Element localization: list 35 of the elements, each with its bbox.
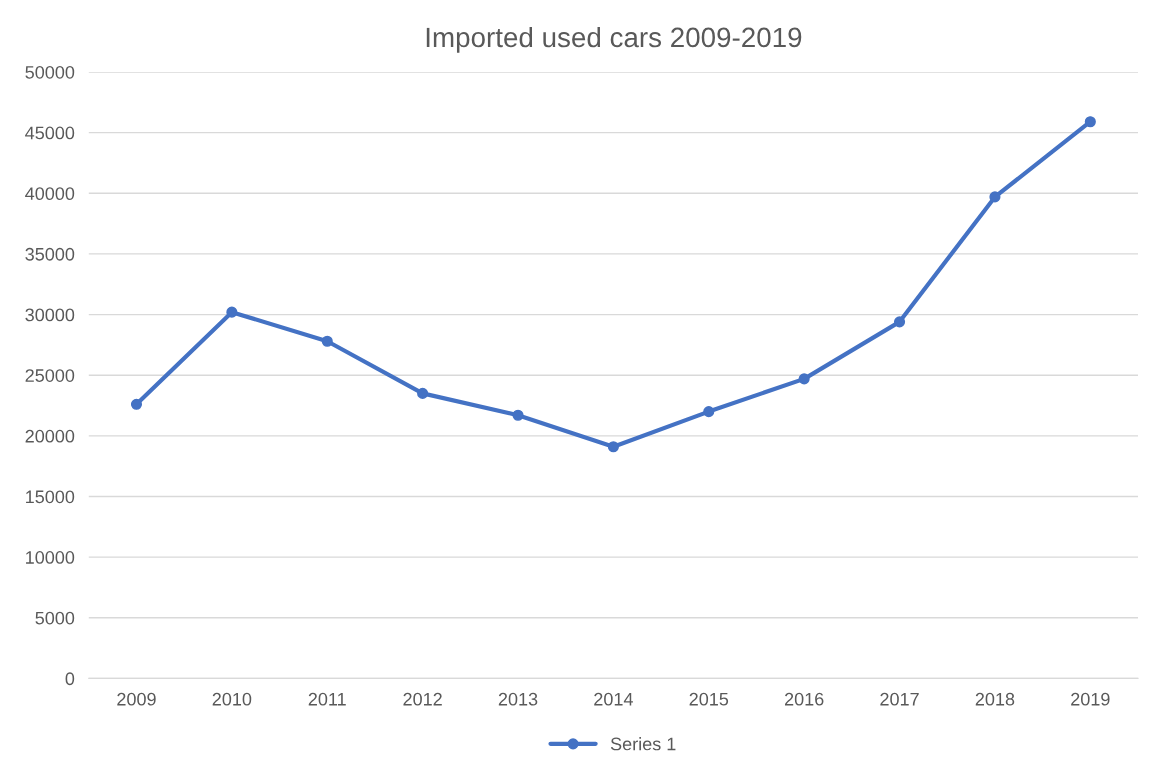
x-tick-label: 2017 xyxy=(880,692,919,706)
y-tick-label: 45000 xyxy=(25,126,75,140)
chart-title: Imported used cars 2009-2019 xyxy=(426,26,802,53)
y-tick-label: 35000 xyxy=(25,247,75,261)
x-tick-label: 2018 xyxy=(975,692,1015,706)
x-tick-label: 2011 xyxy=(308,692,346,706)
y-tick-label: 20000 xyxy=(25,429,75,443)
point xyxy=(893,316,906,328)
y-tick-label: 15000 xyxy=(26,490,75,504)
x-tick-label: 2013 xyxy=(498,692,538,706)
point xyxy=(989,191,1001,203)
y-tick-label: 10000 xyxy=(26,551,75,564)
point xyxy=(607,441,619,453)
y-tick-label: 40000 xyxy=(25,187,75,201)
point xyxy=(417,387,429,399)
x-tick-label: 2019 xyxy=(1071,692,1110,706)
x-tick-label: 2010 xyxy=(212,692,252,706)
x-tick-label: 2014 xyxy=(594,692,633,706)
y-tick-label: 30000 xyxy=(25,308,75,322)
y-tick-label: 50000 xyxy=(25,65,75,79)
x-tick-label: 2015 xyxy=(689,692,729,706)
point xyxy=(321,335,333,347)
y-tick-label: 25000 xyxy=(25,369,75,382)
point xyxy=(130,398,143,410)
x-tick-label: 2016 xyxy=(784,692,824,706)
y-tick-label: 0 xyxy=(65,672,75,686)
point xyxy=(1084,116,1096,128)
point xyxy=(226,306,238,318)
point xyxy=(703,406,715,418)
point xyxy=(512,409,524,421)
legend-label: Series 1 xyxy=(610,737,676,751)
x-tick-label: 2009 xyxy=(117,692,156,706)
y-tick-label: 5000 xyxy=(35,611,75,625)
point xyxy=(798,373,810,385)
x-tick-label: 2012 xyxy=(403,692,442,706)
